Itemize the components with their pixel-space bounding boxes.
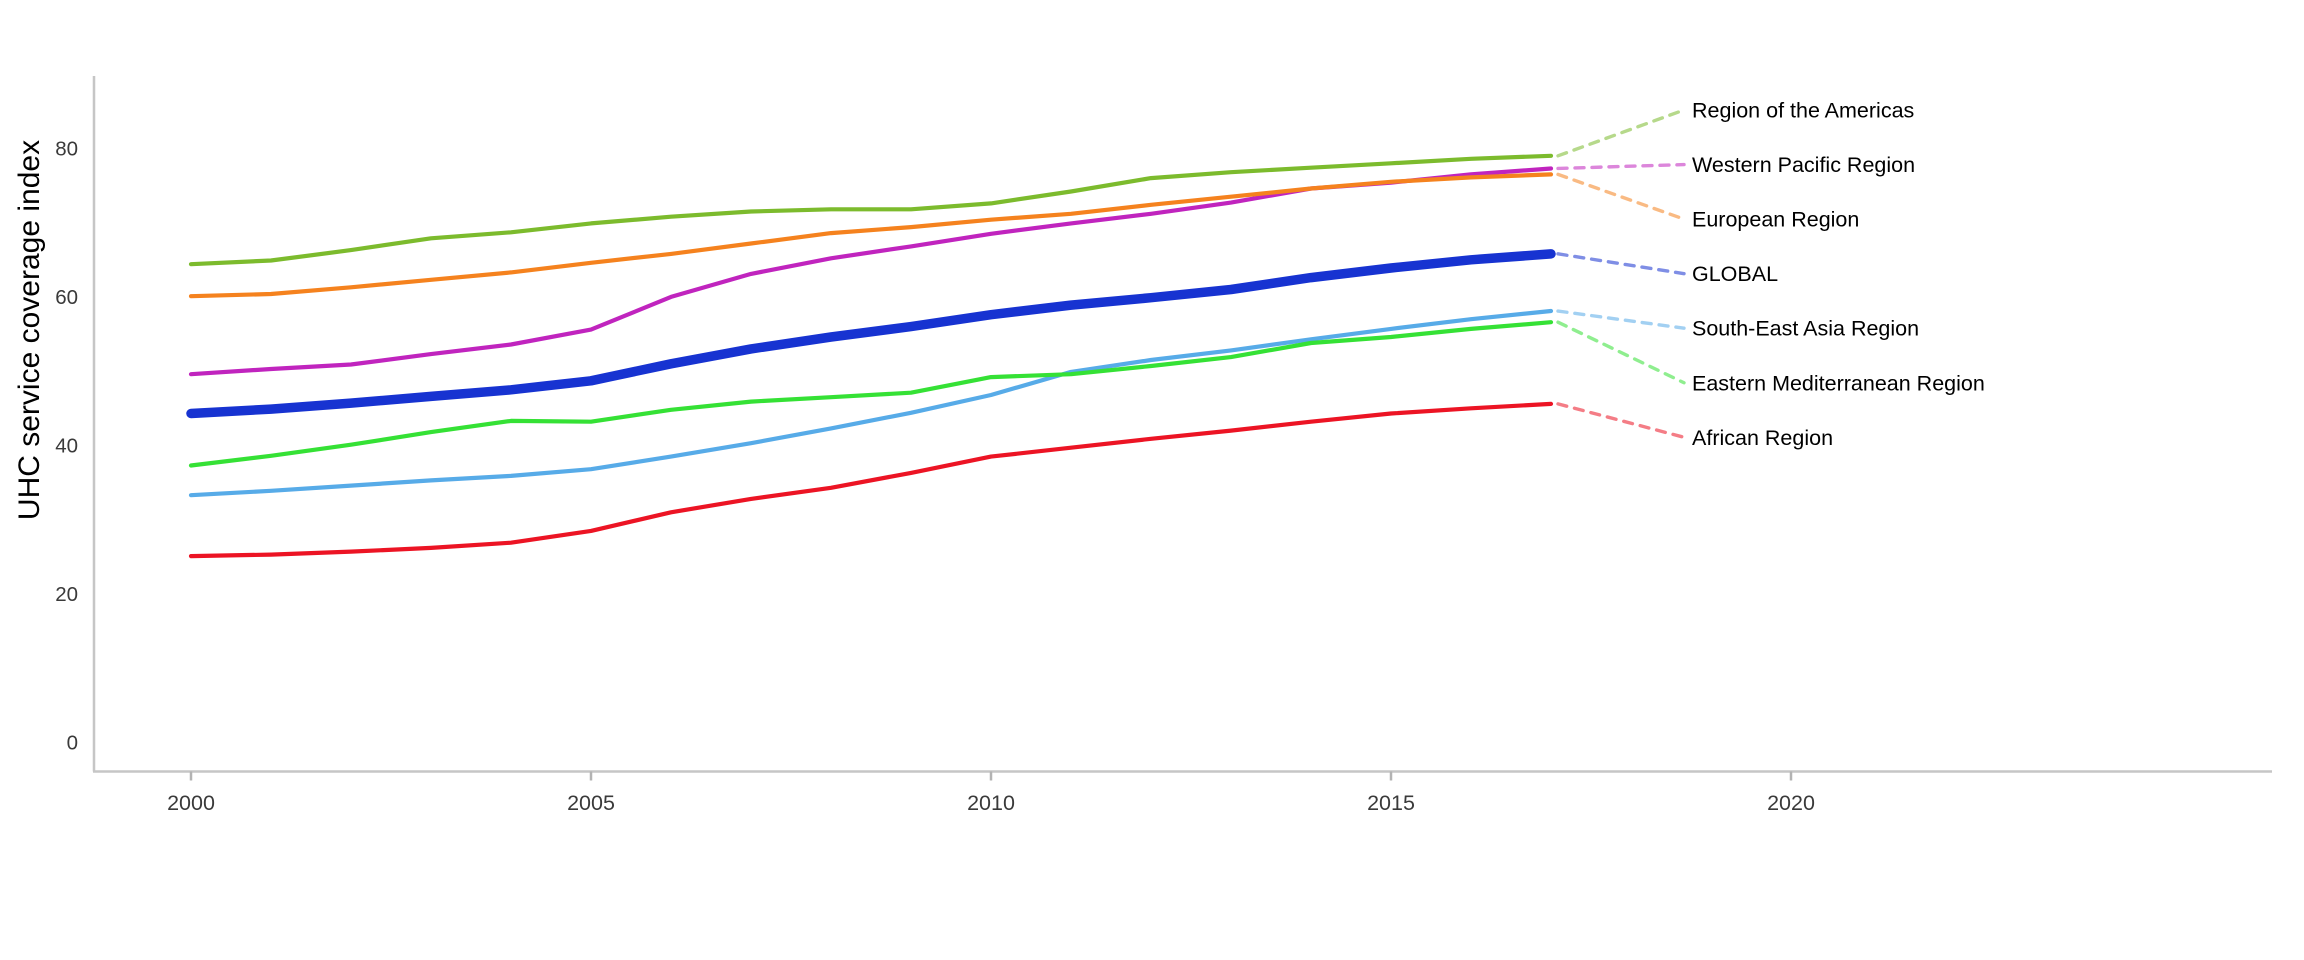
x-tick-label: 2015 (1367, 791, 1415, 815)
y-tick-label: 60 (55, 286, 78, 309)
series-leader-global (1556, 252, 1686, 276)
y-tick-label: 40 (55, 434, 78, 457)
series-line-global (186, 249, 1556, 419)
y-tick-label: 20 (55, 583, 78, 606)
series-line-african-region (188, 401, 1554, 559)
series-label-global: GLOBAL (1692, 262, 1778, 286)
x-tick-label: 2000 (167, 791, 215, 815)
series-leader-western-pacific-region (1556, 162, 1686, 171)
series-leader-african-region (1556, 402, 1686, 439)
series-label-western-pacific-region: Western Pacific Region (1692, 153, 1915, 177)
y-tick-label: 0 (67, 732, 78, 755)
series-label-african-region: African Region (1692, 426, 1833, 450)
series-line-region-of-the-americas (188, 153, 1554, 267)
series-line-south-east-asia-region (188, 308, 1554, 498)
series-label-region-of-the-americas: Region of the Americas (1692, 99, 1914, 123)
y-tick-label: 80 (55, 137, 78, 160)
series-label-eastern-mediterranean-region: Eastern Mediterranean Region (1692, 371, 1985, 395)
series-leader-south-east-asia-region (1556, 309, 1686, 330)
series-line-eastern-mediterranean-region (188, 320, 1554, 468)
series-leader-region-of-the-americas (1556, 108, 1686, 158)
x-tick-label: 2010 (967, 791, 1015, 815)
y-axis-title: UHC service coverage index (13, 139, 46, 521)
series-line-european-region (188, 172, 1554, 299)
series-leader-eastern-mediterranean-region (1556, 320, 1686, 385)
x-tick-label: 2005 (567, 791, 615, 815)
series-label-european-region: European Region (1692, 208, 1859, 232)
series-label-south-east-asia-region: South-East Asia Region (1692, 317, 1919, 341)
series-leader-european-region (1556, 172, 1686, 221)
x-tick-label: 2020 (1767, 791, 1815, 815)
